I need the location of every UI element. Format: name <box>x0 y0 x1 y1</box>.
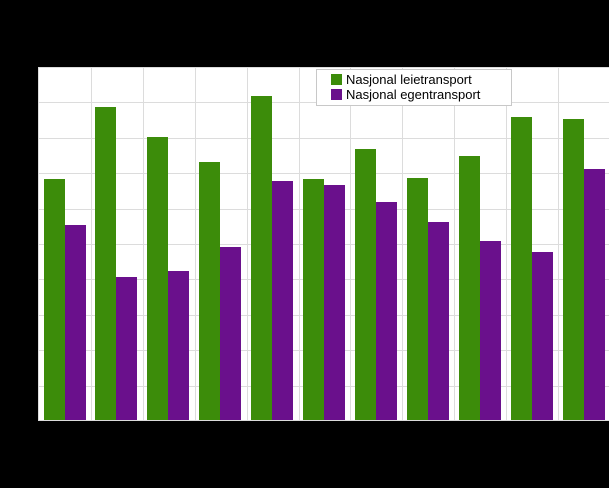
bar-nasjonal-egentransport-2 <box>116 277 138 420</box>
bar-nasjonal-egentransport-8 <box>427 222 449 420</box>
bar-nasjonal-leietransport-5 <box>251 96 273 420</box>
bar-nasjonal-leietransport-3 <box>147 137 169 420</box>
plot-area <box>38 67 609 421</box>
legend-swatch-purple-icon <box>331 89 342 100</box>
y-gridline <box>39 173 609 175</box>
bar-nasjonal-leietransport-8 <box>406 178 428 420</box>
x-gridline <box>350 67 351 420</box>
x-gridline <box>247 67 248 420</box>
bar-nasjonal-leietransport-6 <box>303 179 325 420</box>
x-gridline <box>299 67 300 420</box>
bar-nasjonal-egentransport-4 <box>220 247 242 420</box>
bar-nasjonal-egentransport-11 <box>583 169 605 420</box>
bar-nasjonal-egentransport-9 <box>479 241 501 420</box>
y-gridline <box>39 67 609 68</box>
x-gridline <box>558 67 559 420</box>
bar-nasjonal-leietransport-7 <box>354 149 376 420</box>
legend-swatch-green-icon <box>331 74 342 85</box>
bar-nasjonal-leietransport-11 <box>562 119 584 420</box>
bar-nasjonal-leietransport-10 <box>510 117 532 420</box>
x-gridline <box>402 67 403 420</box>
x-gridline <box>506 67 507 420</box>
legend-item-egentransport[interactable]: Nasjonal egentransport <box>331 87 503 102</box>
bar-nasjonal-leietransport-9 <box>458 156 480 420</box>
bar-nasjonal-leietransport-2 <box>95 107 117 420</box>
x-gridline <box>91 67 92 420</box>
y-gridline <box>39 137 609 139</box>
bar-nasjonal-egentransport-1 <box>64 225 86 420</box>
x-gridline <box>195 67 196 420</box>
bar-nasjonal-egentransport-6 <box>324 185 346 420</box>
bar-nasjonal-egentransport-7 <box>375 202 397 420</box>
legend: Nasjonal leietransport Nasjonal egentran… <box>316 69 512 106</box>
legend-label: Nasjonal leietransport <box>346 72 472 87</box>
legend-item-leietransport[interactable]: Nasjonal leietransport <box>331 72 503 87</box>
bar-nasjonal-leietransport-4 <box>199 162 221 420</box>
legend-label: Nasjonal egentransport <box>346 87 481 102</box>
x-gridline <box>454 67 455 420</box>
bar-nasjonal-leietransport-1 <box>43 179 65 420</box>
bar-nasjonal-egentransport-5 <box>272 181 294 420</box>
x-gridline <box>143 67 144 420</box>
bar-nasjonal-egentransport-3 <box>168 271 190 420</box>
bar-nasjonal-egentransport-10 <box>531 252 553 420</box>
